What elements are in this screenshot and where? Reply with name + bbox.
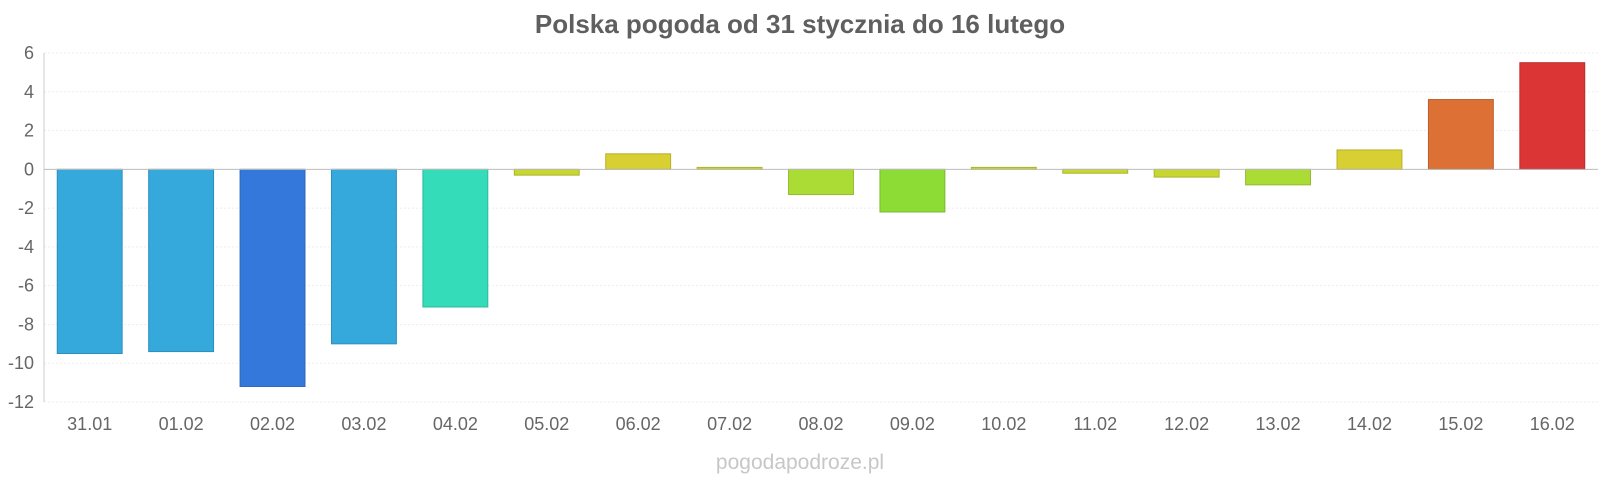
y-tick-labels: 6 4 2 0 -2 -4 -6 -8 -10 -12 <box>8 43 34 412</box>
bar <box>56 168 123 355</box>
watermark: pogodapodroze.pl <box>715 451 885 474</box>
bar <box>1427 99 1494 170</box>
bar <box>422 168 489 308</box>
x-tick-label: 03.02 <box>341 414 386 434</box>
x-tick-label: 06.02 <box>616 414 661 434</box>
x-tick-label: 05.02 <box>524 414 569 434</box>
x-tick-label: 15.02 <box>1438 414 1483 434</box>
x-tick-label: 02.02 <box>250 414 295 434</box>
axes <box>43 53 1598 402</box>
x-tick-label: 09.02 <box>890 414 935 434</box>
bar <box>879 168 946 213</box>
x-tick-label: 31.01 <box>67 414 112 434</box>
bar <box>239 168 306 387</box>
y-tick-label: 4 <box>24 82 34 102</box>
bar <box>1062 168 1129 174</box>
x-tick-label: 07.02 <box>707 414 752 434</box>
gridlines <box>44 52 1598 403</box>
bar <box>1336 149 1403 170</box>
bar <box>1519 62 1586 170</box>
bar <box>788 168 854 196</box>
x-tick-label: 01.02 <box>159 414 204 434</box>
x-tick-label: 14.02 <box>1347 414 1392 434</box>
x-tick-label: 08.02 <box>798 414 843 434</box>
y-tick-label: -4 <box>18 237 34 257</box>
chart-title: Polska pogoda od 31 stycznia do 16 luteg… <box>534 9 1066 39</box>
bar <box>330 168 397 345</box>
y-tick-label: 2 <box>24 121 34 141</box>
bars <box>56 62 1586 387</box>
x-tick-labels: 31.01 01.02 02.02 03.02 04.02 05.02 06.02 07.02… <box>67 414 1575 434</box>
bar <box>513 168 580 176</box>
bar <box>1153 168 1220 178</box>
bar <box>605 153 672 170</box>
y-tick-label: -8 <box>18 314 34 334</box>
x-tick-label: 12.02 <box>1164 414 1209 434</box>
x-tick-label: 16.02 <box>1530 414 1575 434</box>
x-tick-label: 10.02 <box>981 414 1026 434</box>
bar <box>148 168 215 353</box>
x-tick-label: 13.02 <box>1256 414 1301 434</box>
x-tick-label: 04.02 <box>433 414 478 434</box>
y-tick-label: -12 <box>8 392 34 412</box>
bar <box>1245 168 1312 186</box>
x-tick-label: 11.02 <box>1073 414 1117 434</box>
y-tick-label: 6 <box>24 43 34 63</box>
y-tick-label: 0 <box>24 159 34 179</box>
y-tick-label: -6 <box>18 276 34 296</box>
y-tick-label: -2 <box>18 198 34 218</box>
y-tick-label: -10 <box>8 353 34 373</box>
